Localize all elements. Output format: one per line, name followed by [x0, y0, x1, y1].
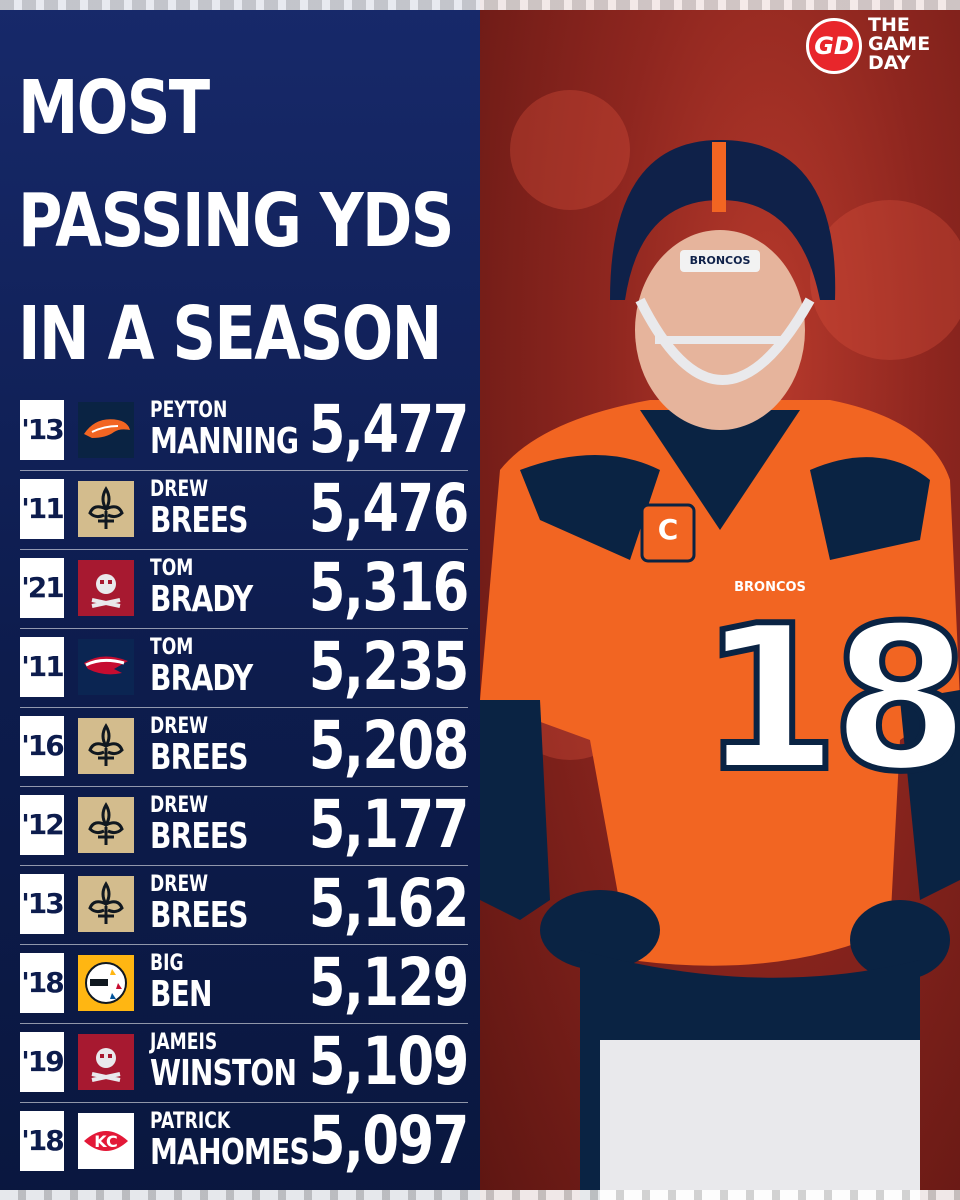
saints-logo-icon — [76, 874, 136, 934]
passing-yards: 5,477 — [308, 391, 470, 468]
player-last-name: MAHOMES — [150, 1132, 310, 1173]
player-first-name: PEYTON — [150, 398, 228, 423]
torn-edge-top — [0, 0, 960, 10]
jersey-text: BRONCOS — [734, 580, 806, 595]
season-year: '11 — [20, 637, 65, 697]
leaderboard-list: '13 PEYTON MANNING 5,477'11 DREW BREES 5,476'2… — [20, 391, 470, 1181]
player-name: TOM BRADY — [150, 556, 253, 620]
player-last-name: BREES — [150, 737, 249, 778]
leaderboard-row: '13 DREW BREES 5,162 — [20, 865, 470, 945]
player-first-name: BIG — [150, 951, 184, 976]
buccaneers-logo-icon — [76, 558, 136, 618]
saints-logo-icon — [76, 795, 136, 855]
passing-yards: 5,177 — [308, 786, 470, 863]
player-last-name: BREES — [150, 500, 249, 541]
leaderboard-row: '18 KC PATRICK MAHOMES 5,097 — [20, 1102, 470, 1181]
stats-panel: MOST PASSING YDS IN A SEASON '13 PEYTON MA… — [0, 0, 480, 1200]
patriots-logo-icon — [76, 637, 136, 697]
player-first-name: DREW — [150, 714, 209, 739]
passing-yards: 5,097 — [308, 1102, 470, 1179]
leaderboard-row: '13 PEYTON MANNING 5,477 — [20, 391, 470, 471]
player-first-name: TOM — [150, 556, 194, 581]
player-last-name: BREES — [150, 895, 249, 936]
player-last-name: BRADY — [150, 579, 253, 620]
player-photo: BRONCOS C BRONCOS 18 — [480, 0, 960, 1200]
player-name: PEYTON MANNING — [150, 398, 299, 462]
season-year: '13 — [20, 874, 65, 934]
player-last-name: BREES — [150, 816, 249, 857]
season-year: '18 — [20, 1111, 65, 1171]
season-year: '18 — [20, 953, 65, 1013]
leaderboard-row: '19 JAMEIS WINSTON 5,109 — [20, 1023, 470, 1103]
passing-yards: 5,162 — [308, 865, 470, 942]
leaderboard-row: '11 DREW BREES 5,476 — [20, 470, 470, 550]
title-line: IN A SEASON — [18, 291, 442, 377]
player-first-name: JAMEIS — [150, 1030, 218, 1055]
season-year: '12 — [20, 795, 65, 855]
leaderboard-row: '11 TOM BRADY 5,235 — [20, 628, 470, 708]
leaderboard-row: '18 BIG BEN 5,129 — [20, 944, 470, 1024]
player-name: DREW BREES — [150, 477, 249, 541]
title-line: PASSING YDS — [18, 178, 454, 264]
passing-yards: 5,208 — [308, 707, 470, 784]
player-last-name: WINSTON — [150, 1053, 297, 1094]
player-last-name: BRADY — [150, 658, 253, 699]
player-last-name: MANNING — [150, 421, 299, 462]
player-first-name: TOM — [150, 635, 194, 660]
torn-edge-bottom — [0, 1190, 960, 1200]
player-last-name: BEN — [150, 974, 213, 1015]
player-name: DREW BREES — [150, 872, 249, 936]
buccaneers-logo-icon — [76, 1032, 136, 1092]
passing-yards: 5,476 — [308, 470, 470, 547]
player-first-name: DREW — [150, 872, 209, 897]
brand-logo: GD THE GAME DAY — [806, 14, 946, 78]
player-name: PATRICK MAHOMES — [150, 1109, 310, 1173]
brand-line: GAME — [868, 33, 931, 55]
saints-logo-icon — [76, 716, 136, 776]
helmet-text: BRONCOS — [689, 254, 751, 267]
page-title: MOST PASSING YDS IN A SEASON — [18, 52, 477, 391]
passing-yards: 5,129 — [308, 944, 470, 1021]
season-year: '13 — [20, 400, 65, 460]
player-first-name: PATRICK — [150, 1109, 231, 1134]
season-year: '19 — [20, 1032, 65, 1092]
leaderboard-row: '16 DREW BREES 5,208 — [20, 707, 470, 787]
passing-yards: 5,235 — [308, 628, 470, 705]
title-line: MOST — [18, 65, 210, 151]
passing-yards: 5,109 — [308, 1023, 470, 1100]
player-first-name: DREW — [150, 477, 209, 502]
brand-line: THE — [868, 14, 910, 36]
season-year: '11 — [20, 479, 65, 539]
steelers-logo-icon — [76, 953, 136, 1013]
leaderboard-row: '12 DREW BREES 5,177 — [20, 786, 470, 866]
season-year: '21 — [20, 558, 65, 618]
svg-text:KC: KC — [94, 1132, 117, 1151]
brand-mark-icon: GD — [806, 18, 862, 74]
captain-patch: C — [657, 513, 679, 546]
player-name: DREW BREES — [150, 793, 249, 857]
broncos-logo-icon — [76, 400, 136, 460]
player-name: BIG BEN — [150, 951, 213, 1015]
brand-line: DAY — [868, 52, 911, 74]
jersey-number: 18 — [697, 583, 960, 816]
player-illustration — [480, 140, 960, 1200]
player-name: TOM BRADY — [150, 635, 253, 699]
passing-yards: 5,316 — [308, 549, 470, 626]
saints-logo-icon — [76, 479, 136, 539]
season-year: '16 — [20, 716, 65, 776]
bokeh-light — [510, 90, 630, 210]
chiefs-logo-icon: KC — [76, 1111, 136, 1171]
player-name: DREW BREES — [150, 714, 249, 778]
player-first-name: DREW — [150, 793, 209, 818]
brand-name: THE GAME DAY — [868, 16, 930, 73]
leaderboard-row: '21 TOM BRADY 5,316 — [20, 549, 470, 629]
player-name: JAMEIS WINSTON — [150, 1030, 297, 1094]
